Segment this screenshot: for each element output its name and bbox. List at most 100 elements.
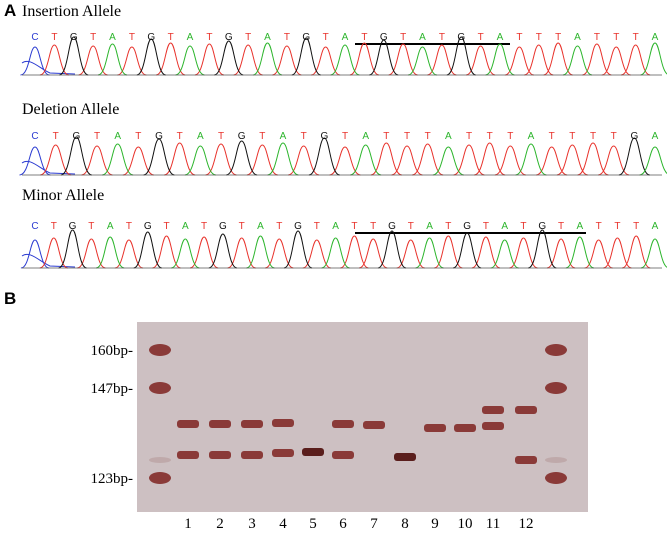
base-letter: A	[426, 221, 433, 232]
base-letter: T	[94, 131, 100, 142]
base-letter: G	[144, 221, 152, 232]
lane-label: 12	[519, 516, 534, 532]
base-letter: T	[400, 32, 406, 43]
track-title: Deletion Allele	[22, 101, 119, 118]
base-letter: T	[177, 131, 183, 142]
trace	[20, 239, 76, 269]
panel-label: B	[4, 289, 16, 308]
ladder-band	[545, 472, 567, 484]
base-letter: A	[652, 32, 659, 43]
trace	[39, 42, 651, 76]
lane-label: 11	[486, 516, 500, 532]
lane-label: 4	[279, 516, 287, 532]
base-letter: G	[72, 131, 80, 142]
base-letter: A	[280, 131, 287, 142]
base-letter: G	[219, 221, 227, 232]
gel-band	[209, 451, 231, 459]
base-letter: T	[301, 131, 307, 142]
base-letter: T	[218, 131, 224, 142]
base-letter: A	[109, 32, 116, 43]
gel-band	[302, 448, 324, 456]
base-letter: T	[314, 221, 320, 232]
trace	[58, 36, 477, 76]
base-letter: G	[388, 221, 396, 232]
base-letter: T	[284, 32, 290, 43]
base-letter: T	[129, 32, 135, 43]
lane-label: 7	[370, 516, 378, 532]
base-letter: T	[201, 221, 207, 232]
base-letter: C	[31, 221, 38, 232]
base-letter: C	[31, 131, 38, 142]
base-letter: A	[264, 32, 271, 43]
base-letter: T	[516, 32, 522, 43]
base-letter: T	[633, 221, 639, 232]
base-letter: G	[69, 221, 77, 232]
trace	[60, 136, 651, 176]
gel-band	[332, 451, 354, 459]
base-letter: G	[463, 221, 471, 232]
base-letter: T	[590, 131, 596, 142]
base-letter: G	[630, 131, 638, 142]
base-letter: A	[187, 32, 194, 43]
base-letter: T	[478, 32, 484, 43]
marker-label: 160bp-	[91, 343, 134, 359]
base-letter: G	[225, 32, 233, 43]
gel-band	[241, 420, 263, 428]
base-letter: T	[408, 221, 414, 232]
base-letter: T	[487, 131, 493, 142]
base-letter: T	[483, 221, 489, 232]
base-letter: T	[168, 32, 174, 43]
base-letter: T	[323, 32, 329, 43]
lane-label: 2	[216, 516, 224, 532]
lane-label: 5	[309, 516, 317, 532]
ladder-band	[545, 382, 567, 394]
base-letter: G	[302, 32, 310, 43]
base-letter: T	[276, 221, 282, 232]
base-letter: A	[574, 32, 581, 43]
gel-band	[332, 420, 354, 428]
ladder-band	[149, 457, 171, 463]
base-letter: T	[126, 221, 132, 232]
gel-band	[209, 420, 231, 428]
base-letter: T	[404, 131, 410, 142]
ladder-band	[149, 344, 171, 356]
base-letter: A	[501, 221, 508, 232]
base-letter: G	[380, 32, 388, 43]
trace	[97, 42, 667, 76]
base-letter: T	[90, 32, 96, 43]
base-letter: T	[351, 221, 357, 232]
ladder-band	[545, 344, 567, 356]
base-letter: C	[31, 32, 38, 43]
base-letter: T	[536, 32, 542, 43]
gel-band	[363, 421, 385, 429]
gel-band	[177, 451, 199, 459]
base-letter: T	[425, 131, 431, 142]
base-letter: T	[569, 131, 575, 142]
marker-label: 147bp-	[91, 381, 134, 397]
trace	[40, 142, 630, 176]
base-letter: T	[88, 221, 94, 232]
base-letter: T	[520, 221, 526, 232]
base-letter: A	[362, 131, 369, 142]
gel-band	[482, 406, 504, 414]
base-letter: T	[611, 131, 617, 142]
base-letter: T	[445, 221, 451, 232]
base-letter: T	[558, 221, 564, 232]
base-letter: A	[528, 131, 535, 142]
trace	[39, 235, 651, 269]
base-letter: T	[51, 32, 57, 43]
base-letter: T	[239, 221, 245, 232]
panel-label: A	[4, 1, 16, 20]
base-letter: A	[577, 221, 584, 232]
base-letter: T	[555, 32, 561, 43]
gel-band	[177, 420, 199, 428]
base-letter: A	[419, 32, 426, 43]
gel-band	[482, 422, 504, 430]
base-letter: T	[259, 131, 265, 142]
base-letter: T	[549, 131, 555, 142]
lane-label: 1	[184, 516, 192, 532]
base-letter: A	[332, 221, 339, 232]
gel-band	[424, 424, 446, 432]
base-letter: A	[652, 221, 659, 232]
